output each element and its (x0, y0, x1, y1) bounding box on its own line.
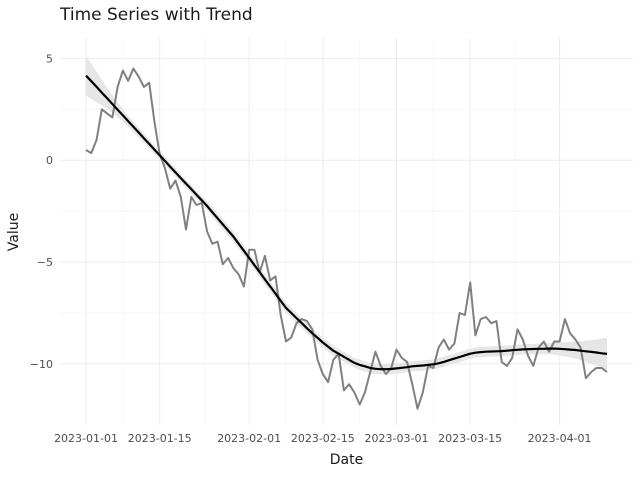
chart-title: Time Series with Trend (59, 5, 253, 25)
x-tick-label: 2023-02-15 (291, 432, 355, 445)
confidence-band (86, 56, 607, 375)
x-tick-label: 2023-03-15 (438, 432, 502, 445)
trend-line (85, 74, 608, 371)
y-tick-label: −10 (30, 358, 53, 371)
y-axis-title: Value (6, 213, 22, 251)
x-tick-label: 2023-03-01 (365, 432, 429, 445)
y-axis-ticks: 5 0 −5 −10 (30, 52, 53, 371)
x-tick-label: 2023-02-01 (217, 432, 281, 445)
y-tick-label: −5 (37, 256, 53, 269)
x-tick-label: 2023-01-01 (54, 432, 118, 445)
y-tick-label: 5 (46, 52, 53, 65)
x-axis-title: Date (330, 452, 363, 468)
y-tick-label: 0 (46, 154, 53, 167)
x-axis-ticks: 2023-01-01 2023-01-15 2023-02-01 2023-02-15… (54, 432, 591, 445)
x-tick-label: 2023-04-01 (528, 432, 592, 445)
grid (60, 38, 633, 425)
x-tick-label: 2023-01-15 (128, 432, 192, 445)
raw-series-line (85, 67, 608, 410)
